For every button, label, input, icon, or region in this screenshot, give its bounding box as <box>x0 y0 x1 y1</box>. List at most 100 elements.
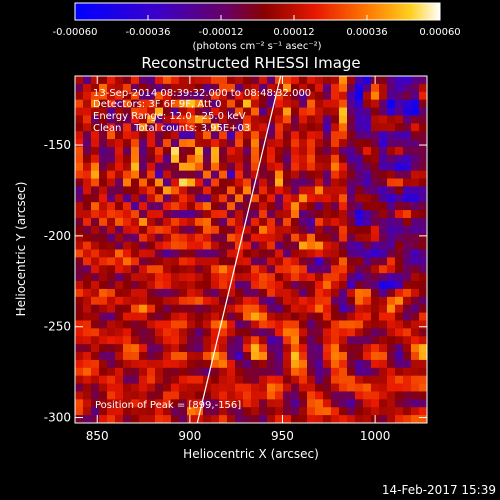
heatmap-cell <box>139 296 148 306</box>
heatmap-cell <box>419 312 427 321</box>
heatmap-cell <box>251 83 260 93</box>
heatmap-cell <box>323 257 332 266</box>
heatmap-cell <box>259 344 268 353</box>
heatmap-cell <box>419 91 427 101</box>
heatmap-cell <box>163 162 172 172</box>
heatmap-cell <box>195 391 204 400</box>
heatmap-cell <box>307 344 316 353</box>
heatmap-cell <box>75 186 84 195</box>
heatmap-cell <box>387 281 396 290</box>
heatmap-cell <box>203 186 212 195</box>
heatmap-cell <box>115 139 124 148</box>
heatmap-cell <box>107 281 116 290</box>
heatmap-cell <box>219 83 228 93</box>
heatmap-cell <box>347 241 356 250</box>
heatmap-cell <box>387 241 396 250</box>
heatmap-cell <box>267 265 276 274</box>
chart-title: Reconstructed RHESSI Image <box>141 54 360 72</box>
heatmap-cell <box>139 367 148 377</box>
heatmap-cell <box>323 83 332 93</box>
heatmap-cell <box>291 281 300 290</box>
heatmap-cell <box>235 241 244 250</box>
heatmap-cell <box>123 407 132 416</box>
heatmap-cell <box>379 83 388 93</box>
heatmap-cell <box>251 91 260 101</box>
heatmap-cell <box>395 202 404 211</box>
heatmap-cell <box>331 407 340 416</box>
heatmap-cell <box>419 352 427 361</box>
heatmap-cell <box>307 399 316 408</box>
heatmap-cell <box>395 225 404 235</box>
heatmap-cell <box>131 399 140 408</box>
heatmap-cell <box>99 328 108 337</box>
heatmap-cell <box>235 107 244 116</box>
heatmap-cell <box>251 367 260 377</box>
heatmap-cell <box>107 217 116 227</box>
heatmap-cell <box>251 336 260 345</box>
heatmap-cell <box>283 352 292 361</box>
heatmap-cell <box>107 99 116 108</box>
heatmap-cell <box>83 352 92 361</box>
heatmap-cell <box>211 131 220 140</box>
heatmap-cell <box>75 399 84 408</box>
heatmap-cell <box>123 328 132 337</box>
heatmap-cell <box>291 107 300 116</box>
heatmap-cell <box>419 178 427 187</box>
heatmap-cell <box>187 265 196 274</box>
heatmap-cell <box>403 391 412 400</box>
heatmap-cell <box>355 225 364 235</box>
heatmap-cell <box>323 210 332 219</box>
heatmap-cell <box>195 407 204 416</box>
heatmap-cell <box>91 375 100 384</box>
heatmap-cell <box>347 288 356 298</box>
heatmap-cell <box>363 162 372 172</box>
heatmap-cell <box>163 383 172 392</box>
heatmap-cell <box>307 391 316 400</box>
heatmap-cell <box>235 146 244 156</box>
heatmap-cell <box>75 296 84 306</box>
heatmap-cell <box>355 352 364 361</box>
heatmap-cell <box>371 233 380 243</box>
heatmap-cell <box>379 115 388 124</box>
heatmap-cell <box>419 296 427 306</box>
heatmap-cell <box>107 194 116 203</box>
heatmap-cell <box>91 178 100 187</box>
heatmap-cell <box>155 178 164 187</box>
heatmap-cell <box>203 76 212 85</box>
y-tick-label: -300 <box>44 411 71 425</box>
heatmap-cell <box>187 241 196 250</box>
heatmap-cell <box>339 123 348 132</box>
heatmap-cell <box>203 162 212 172</box>
heatmap-cell <box>91 328 100 337</box>
heatmap-cell <box>187 415 196 423</box>
heatmap-cell <box>363 407 372 416</box>
heatmap-cell <box>339 241 348 250</box>
heatmap-cell <box>227 383 236 392</box>
heatmap-cell <box>387 139 396 148</box>
heatmap-cell <box>387 217 396 227</box>
heatmap-cell <box>379 186 388 195</box>
heatmap-cell <box>275 233 284 243</box>
heatmap-cell <box>315 336 324 345</box>
heatmap-cell <box>371 194 380 203</box>
heatmap-cell <box>363 383 372 392</box>
heatmap-cell <box>75 407 84 416</box>
heatmap-cell <box>315 281 324 290</box>
heatmap-cell <box>259 107 268 116</box>
heatmap-cell <box>307 257 316 266</box>
heatmap-cell <box>203 115 212 124</box>
heatmap-cell <box>139 383 148 392</box>
heatmap-cell <box>331 170 340 179</box>
heatmap-cell <box>275 399 284 408</box>
heatmap-cell <box>339 76 348 85</box>
heatmap-cell <box>227 359 236 369</box>
heatmap-cell <box>163 375 172 384</box>
heatmap-cell <box>299 170 308 179</box>
heatmap-cell <box>387 367 396 377</box>
heatmap-cell <box>187 296 196 306</box>
heatmap-cell <box>315 202 324 211</box>
heatmap-cell <box>355 162 364 172</box>
heatmap-cell <box>275 320 284 329</box>
heatmap-cell <box>75 162 84 172</box>
heatmap-cell <box>179 367 188 377</box>
